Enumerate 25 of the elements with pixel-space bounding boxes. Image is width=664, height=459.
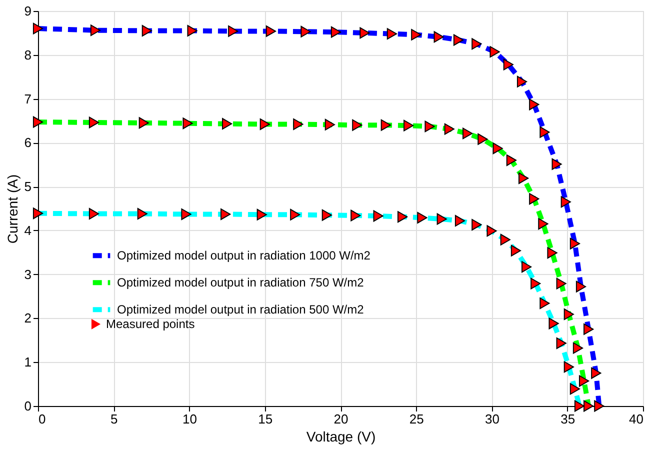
y-tick-label: 7 bbox=[24, 91, 32, 106]
legend-label: Measured points bbox=[106, 317, 195, 332]
x-tick-label: 30 bbox=[485, 412, 500, 426]
x-tick-label: 5 bbox=[110, 412, 118, 426]
legend-label: Optimized model output in radiation 500 W/m2 bbox=[117, 302, 364, 317]
x-tick-label: 0 bbox=[38, 412, 46, 426]
x-axis-title: Voltage (V) bbox=[306, 428, 376, 444]
legend-label: Optimized model output in radiation 1000 W/m2 bbox=[117, 248, 371, 263]
legend-label: Optimized model output in radiation 750 W/m2 bbox=[117, 276, 364, 290]
y-tick-label: 2 bbox=[24, 310, 32, 326]
y-axis-title: Current (A) bbox=[4, 174, 20, 244]
x-tick-label: 35 bbox=[560, 412, 576, 426]
y-tick-label: 8 bbox=[24, 47, 32, 62]
y-tick-label: 9 bbox=[24, 4, 32, 18]
x-tick-label: 20 bbox=[334, 412, 348, 426]
y-tick-label: 0 bbox=[24, 398, 32, 414]
x-tick-label: 10 bbox=[182, 412, 197, 426]
y-tick-label: 4 bbox=[24, 222, 32, 238]
y-tick-label: 6 bbox=[24, 135, 32, 150]
y-tick-label: 1 bbox=[24, 354, 32, 370]
x-tick-label: 40 bbox=[629, 412, 644, 426]
y-tick-label: 5 bbox=[24, 179, 32, 194]
y-tick-label: 3 bbox=[24, 266, 32, 282]
x-tick-label: 15 bbox=[258, 412, 273, 426]
x-tick-label: 25 bbox=[409, 412, 424, 426]
